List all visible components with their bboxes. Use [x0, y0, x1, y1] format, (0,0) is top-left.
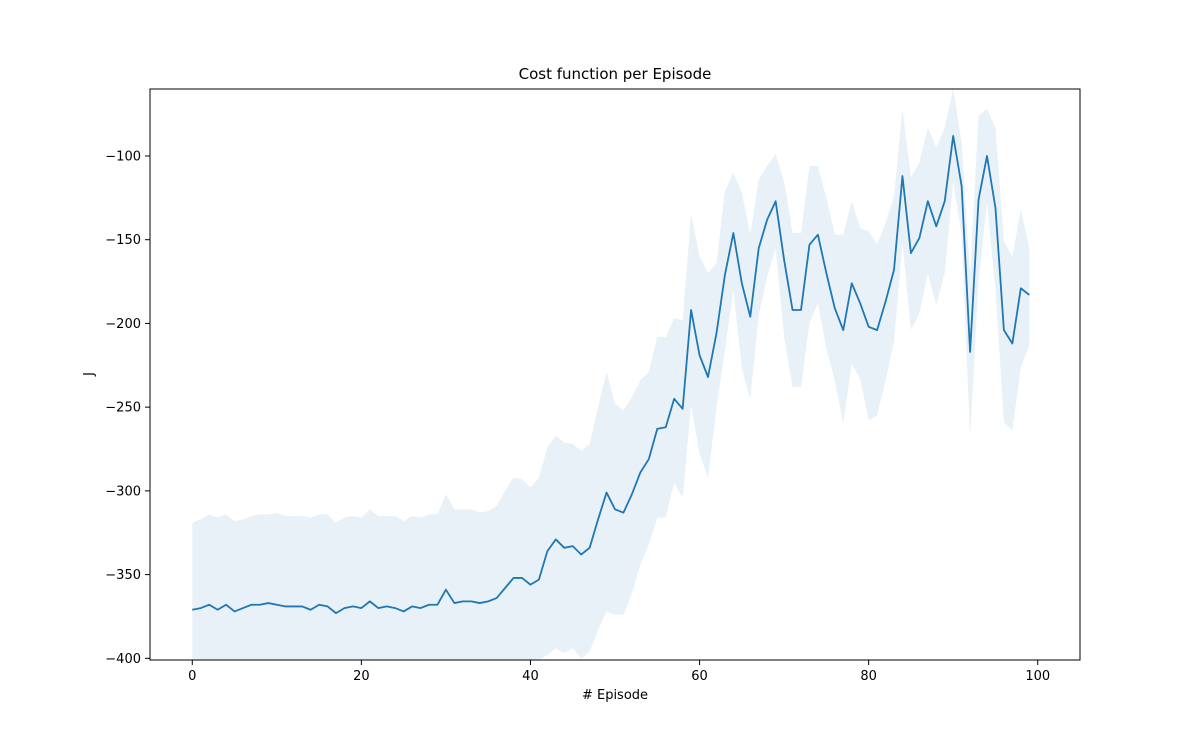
y-tick-label: −250 — [105, 401, 141, 416]
x-tick-label: 0 — [188, 669, 196, 684]
x-tick-label: 20 — [353, 669, 370, 684]
x-tick-label: 40 — [522, 669, 539, 684]
y-tick-label: −400 — [105, 652, 141, 667]
x-tick-label: 100 — [1025, 669, 1050, 684]
y-tick-label: −200 — [105, 317, 141, 332]
confidence-band — [192, 89, 1030, 660]
y-tick-label: −300 — [105, 484, 141, 499]
y-tick-label: −350 — [105, 568, 141, 583]
x-tick-label: 80 — [860, 669, 877, 684]
x-tick-label: 60 — [691, 669, 708, 684]
x-axis-label: # Episode — [582, 688, 648, 703]
mean-cost-line — [192, 134, 1030, 615]
y-tick-label: −100 — [105, 149, 141, 164]
chart-title: Cost function per Episode — [519, 65, 712, 83]
plot-frame — [149, 88, 1081, 661]
y-tick-label: −150 — [105, 233, 141, 248]
y-axis-label: J — [82, 372, 97, 377]
